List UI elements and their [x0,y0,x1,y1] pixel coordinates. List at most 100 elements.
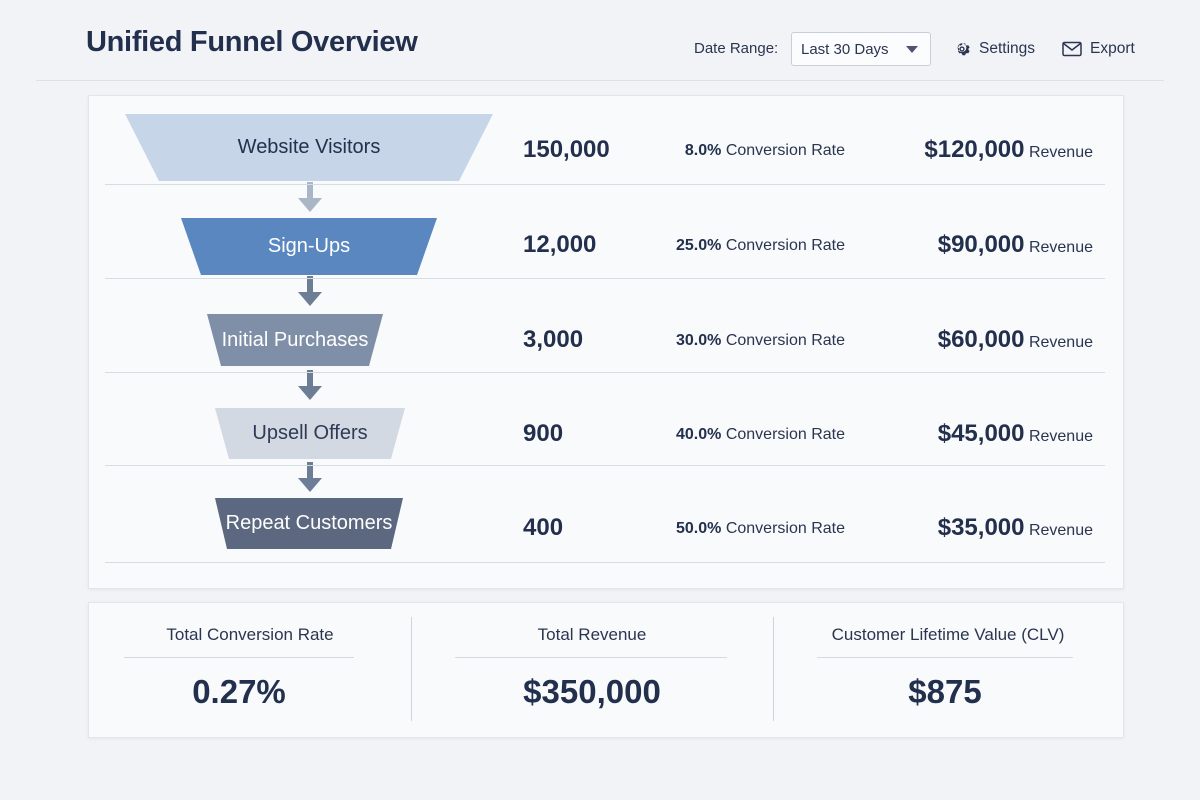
stage-trapezoid [181,218,437,275]
stage-name: Sign-Ups [267,235,351,257]
row-divider [105,562,1105,563]
stage-conversion: 30.0% Conversion Rate [676,332,845,350]
conversion-rate-value: 25.0% [676,237,722,254]
summary-separator [773,617,774,721]
stage-count: 12,000 [523,231,597,258]
export-label: Export [1090,40,1135,57]
summary-clv: Customer Lifetime Value (CLV) $875 [773,603,1123,737]
arrow-head [298,386,322,400]
stage-revenue: $35,000 Revenue [938,514,1093,542]
stage-revenue: $60,000 Revenue [938,326,1093,354]
stage-shape-repeat-customers[interactable]: Repeat Customers [215,498,403,549]
stage-name: Initial Purchases [221,328,369,351]
conversion-rate-value: 40.0% [676,426,722,443]
stage-count: 900 [523,420,564,447]
row-divider [105,184,1105,185]
envelope-icon [1062,41,1082,57]
conversion-rate-label: Conversion Rate [725,237,845,254]
stage-name: Upsell Offers [252,422,368,444]
row-divider [105,465,1105,466]
conversion-rate-value: 30.0% [676,332,722,349]
revenue-value: $45,000 [937,420,1025,447]
conversion-rate-value: 8.0% [684,142,722,159]
arrow-shaft [307,182,313,200]
arrow-head [298,198,322,212]
summary-value: 0.27% [192,673,286,710]
stage-shape-initial-purchases[interactable]: Initial Purchases [207,314,383,366]
summary-separator [411,617,412,721]
summary-value: $350,000 [523,673,661,710]
summary-underline [124,657,354,658]
date-range-label: Date Range: [694,40,779,57]
conversion-rate-value: 50.0% [676,520,722,537]
revenue-label: Revenue [1028,334,1093,351]
revenue-value: $90,000 [937,231,1025,258]
summary-underline [455,657,727,658]
stage-trapezoid [125,114,493,181]
header-bar: Unified Funnel Overview Date Range: Last… [36,0,1164,81]
stage-count: 3,000 [523,326,584,353]
page-title: Unified Funnel Overview [86,26,418,58]
stage-trapezoid [215,498,403,549]
arrow-down-icon [298,370,322,400]
stage-name: Repeat Customers [225,512,393,534]
stage-revenue: $45,000 Revenue [938,420,1093,448]
stage-fill [181,218,437,275]
stage-conversion: 8.0% Conversion Rate [685,142,845,160]
gear-icon [957,43,970,56]
stage-name: Website Visitors [237,136,381,158]
settings-button[interactable]: Settings [953,38,1035,60]
revenue-label: Revenue [1028,239,1093,256]
summary-value: $875 [908,673,982,710]
arrow-head [298,478,322,492]
stage-shape-sign-ups[interactable]: Sign-Ups [181,218,437,275]
conversion-rate-label: Conversion Rate [725,426,845,443]
revenue-value: $120,000 [924,136,1025,163]
arrow-shaft [307,462,313,480]
arrow-shaft [307,370,313,388]
summary-label: Customer Lifetime Value (CLV) [831,625,1065,644]
row-divider [105,278,1105,279]
stage-conversion: 25.0% Conversion Rate [676,237,845,255]
summary-label: Total Conversion Rate [166,625,334,644]
summary-total-conversion: Total Conversion Rate 0.27% [89,603,411,737]
summary-card: Total Conversion Rate 0.27% Total Revenu… [88,602,1124,738]
stage-revenue: $120,000 Revenue [924,136,1093,164]
arrow-shaft [307,276,313,294]
caret-down-icon [906,46,918,53]
row-divider [105,372,1105,373]
summary-label: Total Revenue [537,625,647,644]
summary-underline [817,657,1073,658]
export-button[interactable]: Export [1062,38,1135,60]
date-range-dropdown[interactable]: Last 30 Days [791,32,931,66]
date-range-value: Last 30 Days [801,41,889,58]
stage-fill [215,408,405,459]
stage-conversion: 50.0% Conversion Rate [676,520,845,538]
stage-fill [215,498,403,549]
arrow-head [298,292,322,306]
stage-fill [207,314,383,366]
conversion-rate-label: Conversion Rate [725,332,845,349]
revenue-label: Revenue [1028,144,1093,161]
arrow-down-icon [298,276,322,306]
summary-total-revenue: Total Revenue $350,000 [411,603,773,737]
conversion-rate-label: Conversion Rate [725,142,845,159]
stage-trapezoid [215,408,405,459]
stage-trapezoid [207,314,383,366]
stage-conversion: 40.0% Conversion Rate [676,426,845,444]
stage-count: 150,000 [523,136,610,163]
revenue-label: Revenue [1028,428,1093,445]
conversion-rate-label: Conversion Rate [725,520,845,537]
stage-revenue: $90,000 Revenue [938,231,1093,259]
arrow-down-icon [298,462,322,492]
stage-count: 400 [523,514,564,541]
funnel-card: Website Visitors 150,000 8.0% Conversion… [88,95,1124,589]
settings-label: Settings [979,40,1036,57]
revenue-label: Revenue [1028,522,1093,539]
stage-fill [125,114,493,181]
revenue-value: $60,000 [937,326,1025,353]
stage-shape-upsell-offers[interactable]: Upsell Offers [215,408,405,459]
stage-shape-website-visitors[interactable]: Website Visitors [125,114,493,181]
arrow-down-icon [298,182,322,212]
